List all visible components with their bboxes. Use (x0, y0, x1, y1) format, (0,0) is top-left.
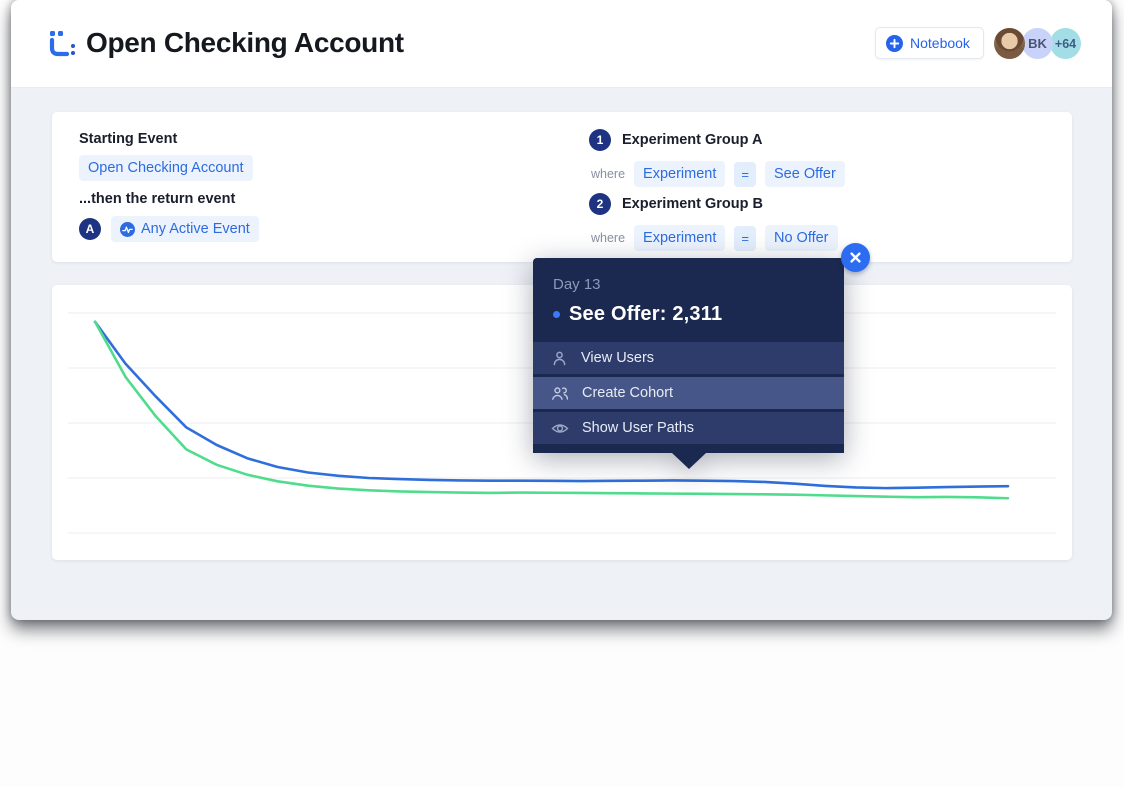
tooltip-day-label: Day 13 (553, 276, 601, 293)
group-1-name: Experiment Group A (622, 132, 763, 148)
plus-circle-icon (886, 34, 903, 52)
group-1-badge: 1 (589, 129, 611, 151)
tooltip-header: Day 13 See Offer: 2,311 (533, 258, 844, 342)
tooltip-close-button[interactable] (841, 243, 870, 272)
menu-item-create-cohort[interactable]: Create Cohort (533, 377, 844, 409)
tooltip-headline: See Offer: 2,311 (569, 303, 723, 325)
menu-item-view-users[interactable]: View Users (533, 342, 844, 374)
chart-tooltip: Day 13 See Offer: 2,311 View Users (533, 258, 844, 469)
menu-item-label: View Users (581, 350, 655, 366)
group-2-property-chip[interactable]: Experiment (634, 225, 726, 251)
close-icon (850, 252, 861, 263)
return-event-label: ...then the return event (79, 191, 236, 207)
group-1-value-chip[interactable]: See Offer (764, 161, 845, 187)
retention-chart-icon (49, 31, 75, 57)
group-1-where: where (591, 167, 626, 181)
starting-event-chip[interactable]: Open Checking Account (79, 155, 253, 181)
menu-item-label: Create Cohort (582, 385, 674, 401)
user-icon (553, 351, 566, 365)
return-event-chip-label: Any Active Event (141, 221, 250, 237)
starting-event-label: Starting Event (79, 131, 178, 147)
avatar-photo[interactable] (994, 28, 1025, 59)
notebook-button-label: Notebook (910, 35, 970, 51)
group-2-operator-chip[interactable]: = (734, 225, 756, 251)
group-2-value-chip[interactable]: No Offer (764, 225, 838, 251)
group-2-name: Experiment Group B (622, 196, 763, 212)
users-icon (552, 386, 569, 400)
filters-card: Starting Event Open Checking Account ...… (52, 112, 1072, 262)
group-1-property-chip[interactable]: Experiment (634, 161, 726, 187)
app-header: Open Checking Account Notebook BK +64 (11, 0, 1112, 88)
return-event-chip[interactable]: Any Active Event (111, 216, 259, 242)
avatar-initials[interactable]: BK (1022, 28, 1053, 59)
menu-item-label: Show User Paths (582, 420, 695, 436)
eye-icon (551, 423, 569, 433)
return-event-badge: A (79, 218, 101, 240)
group-2-badge: 2 (589, 193, 611, 215)
tooltip-menu: View Users Create Cohort Show User Paths (533, 342, 844, 453)
app-window: Open Checking Account Notebook BK +64 St… (11, 0, 1112, 620)
series-dot-icon (553, 311, 560, 318)
group-1-operator-chip[interactable]: = (734, 161, 756, 187)
menu-item-show-user-paths[interactable]: Show User Paths (533, 412, 844, 444)
group-2-where: where (591, 231, 626, 245)
page-title: Open Checking Account (86, 27, 404, 58)
active-event-icon (120, 221, 135, 237)
notebook-button[interactable]: Notebook (875, 27, 984, 59)
avatar-overflow-count[interactable]: +64 (1050, 28, 1081, 59)
tooltip-caret (671, 453, 706, 469)
